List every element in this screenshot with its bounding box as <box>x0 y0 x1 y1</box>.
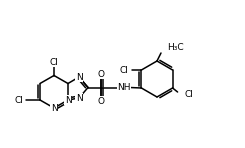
Text: Cl: Cl <box>14 95 24 104</box>
Text: O: O <box>98 70 105 78</box>
Text: N: N <box>51 103 57 112</box>
Text: Cl: Cl <box>49 58 59 66</box>
Text: Cl: Cl <box>120 66 129 74</box>
Text: Cl: Cl <box>184 90 193 99</box>
Text: H₃C: H₃C <box>167 42 184 52</box>
Text: O: O <box>98 96 105 106</box>
Text: N: N <box>76 73 82 82</box>
Text: NH: NH <box>117 83 131 92</box>
Text: N: N <box>76 94 82 103</box>
Text: N: N <box>65 95 71 104</box>
